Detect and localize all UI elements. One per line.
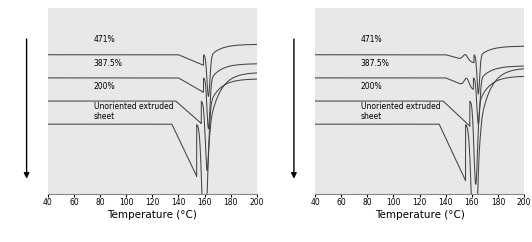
Text: Unoriented extruded
sheet: Unoriented extruded sheet — [94, 101, 173, 121]
Text: 200%: 200% — [94, 82, 115, 91]
Text: 387.5%: 387.5% — [361, 59, 390, 68]
X-axis label: Temperature (°C): Temperature (°C) — [107, 210, 197, 220]
Text: 387.5%: 387.5% — [94, 59, 122, 68]
Text: 471%: 471% — [94, 35, 115, 45]
Text: 200%: 200% — [361, 82, 383, 91]
X-axis label: Temperature (°C): Temperature (°C) — [375, 210, 464, 220]
Text: 471%: 471% — [361, 35, 383, 45]
Text: Unoriented extruded
sheet: Unoriented extruded sheet — [361, 101, 440, 121]
